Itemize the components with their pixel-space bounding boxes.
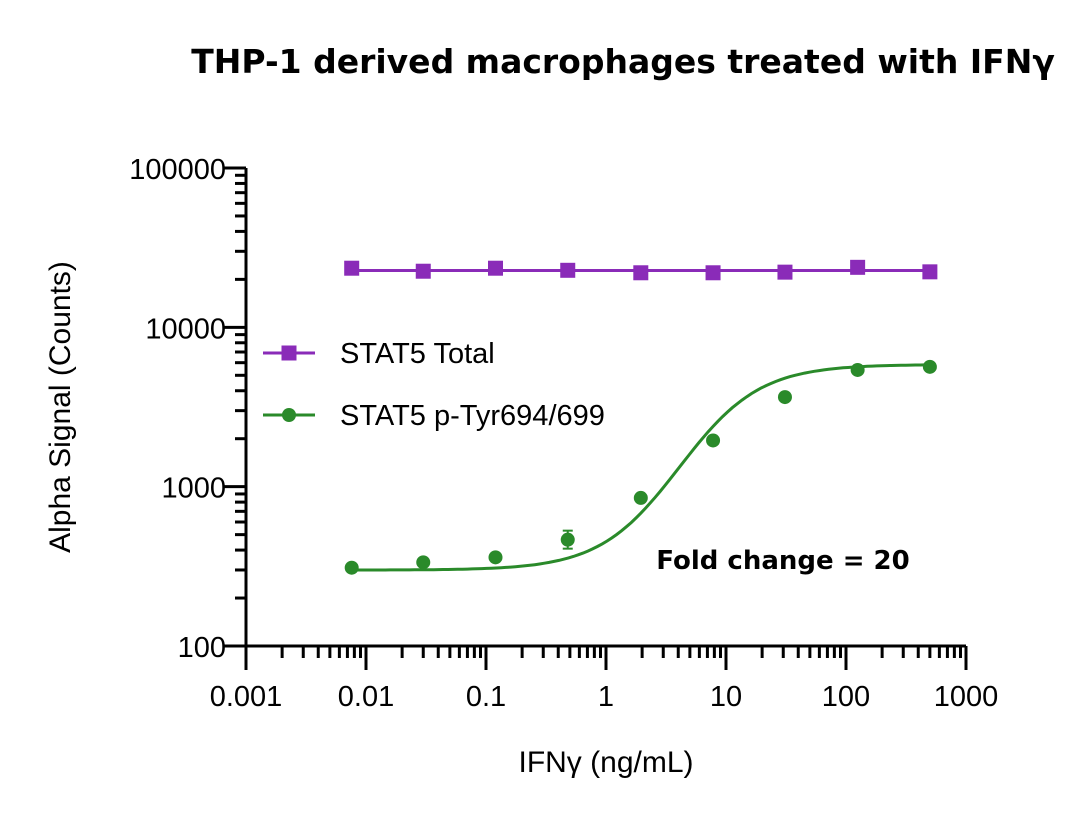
data-point <box>344 260 360 276</box>
data-point <box>633 265 649 281</box>
data-point <box>705 265 721 281</box>
x-tick-label: 10 <box>710 681 742 713</box>
data-point <box>850 362 865 377</box>
legend-label: STAT5 p-Tyr694/699 <box>340 400 605 432</box>
y-tick-label: 1000 <box>161 473 226 505</box>
x-tick-label: 100 <box>822 681 870 713</box>
x-axis-title: IFNγ (ng/mL) <box>518 746 693 779</box>
data-point <box>560 262 576 278</box>
legend-swatch-marker <box>281 345 297 361</box>
x-tick-label: 1000 <box>934 681 999 713</box>
legend-item: STAT5 Total <box>263 338 495 370</box>
data-point <box>850 259 866 275</box>
y-axis-title: Alpha Signal (Counts) <box>44 261 77 553</box>
x-tick-label: 0.1 <box>466 681 506 713</box>
y-tick-label: 100 <box>178 632 226 664</box>
x-tick-label: 1 <box>598 681 614 713</box>
data-point <box>344 560 359 575</box>
series-2 <box>344 359 937 575</box>
legend-swatch-marker <box>282 408 296 422</box>
series-line <box>351 363 930 572</box>
chart-title: THP-1 derived macrophages treated with I… <box>191 42 1055 81</box>
x-tick-label: 0.001 <box>210 681 283 713</box>
axes: 0.001 0.01 0.1 1 10 100 1000 100 1000 10000 100000 <box>129 154 998 713</box>
plot-area <box>344 259 938 575</box>
data-point <box>706 433 721 448</box>
series-1 <box>344 259 938 281</box>
data-point <box>922 359 937 374</box>
legend-item: STAT5 p-Tyr694/699 <box>263 400 605 432</box>
y-tick-label: 100000 <box>129 154 226 186</box>
data-point <box>415 263 431 279</box>
legend-label: STAT5 Total <box>340 338 495 370</box>
y-tick-label: 10000 <box>145 313 226 345</box>
data-point <box>633 490 648 505</box>
x-tick-label: 0.01 <box>338 681 394 713</box>
data-point <box>416 555 431 570</box>
data-point <box>777 390 792 405</box>
legend: STAT5 Total STAT5 p-Tyr694/699 <box>263 338 605 432</box>
fold-change-annotation: Fold change = 20 <box>656 546 909 576</box>
data-point <box>488 260 504 276</box>
data-point <box>922 264 938 280</box>
data-point <box>488 550 503 565</box>
data-point <box>777 264 793 280</box>
